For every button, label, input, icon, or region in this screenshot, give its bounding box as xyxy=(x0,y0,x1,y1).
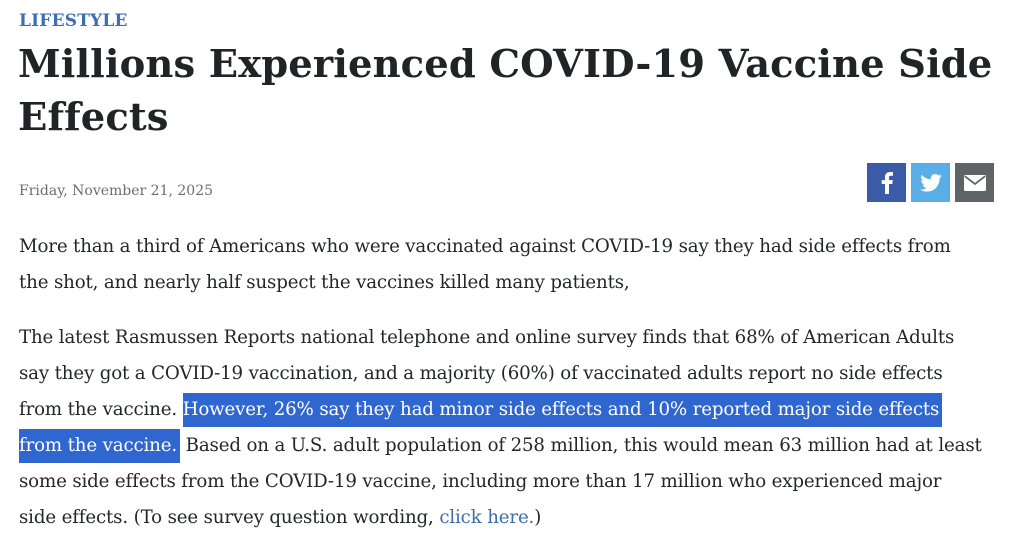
paragraph-line: More than a third of Americans who were … xyxy=(19,236,951,257)
selected-text-highlight[interactable]: from the vaccine. xyxy=(19,429,180,463)
paragraph-line: some side effects from the COVID-19 vacc… xyxy=(19,471,942,492)
plain-text: ) xyxy=(534,507,542,528)
category-link[interactable]: LIFESTYLE xyxy=(19,11,128,31)
survey-wording-link[interactable]: click here. xyxy=(439,507,535,528)
paragraph-line: side effects. (To see survey question wo… xyxy=(19,500,982,536)
article-title: Millions Experienced COVID-19 Vaccine Si… xyxy=(18,38,993,144)
article-title-line-1: Millions Experienced COVID-19 Vaccine Si… xyxy=(18,42,993,87)
paragraph-line: the shot, and nearly half suspect the va… xyxy=(19,272,630,293)
facebook-share-button[interactable] xyxy=(867,163,906,202)
paragraph-line: say they got a COVID-19 vaccination, and… xyxy=(19,363,943,384)
paragraph-line: from the vaccine. However, 26% say they … xyxy=(19,392,982,428)
facebook-icon xyxy=(881,171,893,194)
share-buttons xyxy=(867,163,994,202)
article-paragraph-1: More than a third of Americans who were … xyxy=(19,229,951,301)
plain-text: Based on a U.S. adult population of 258 … xyxy=(180,435,982,456)
twitter-share-button[interactable] xyxy=(911,163,950,202)
paragraph-line: The latest Rasmussen Reports national te… xyxy=(19,327,955,348)
article-title-line-2: Effects xyxy=(18,95,169,140)
plain-text: side effects. (To see survey question wo… xyxy=(19,507,440,528)
selected-text-highlight[interactable]: However, 26% say they had minor side eff… xyxy=(182,393,943,427)
email-share-button[interactable] xyxy=(955,163,994,202)
plain-text: from the vaccine. xyxy=(19,399,183,420)
paragraph-line: from the vaccine. Based on a U.S. adult … xyxy=(19,428,982,464)
article-paragraph-2: The latest Rasmussen Reports national te… xyxy=(19,320,982,536)
publish-date: Friday, November 21, 2025 xyxy=(19,183,214,199)
envelope-icon xyxy=(963,174,986,191)
twitter-icon xyxy=(919,173,942,192)
